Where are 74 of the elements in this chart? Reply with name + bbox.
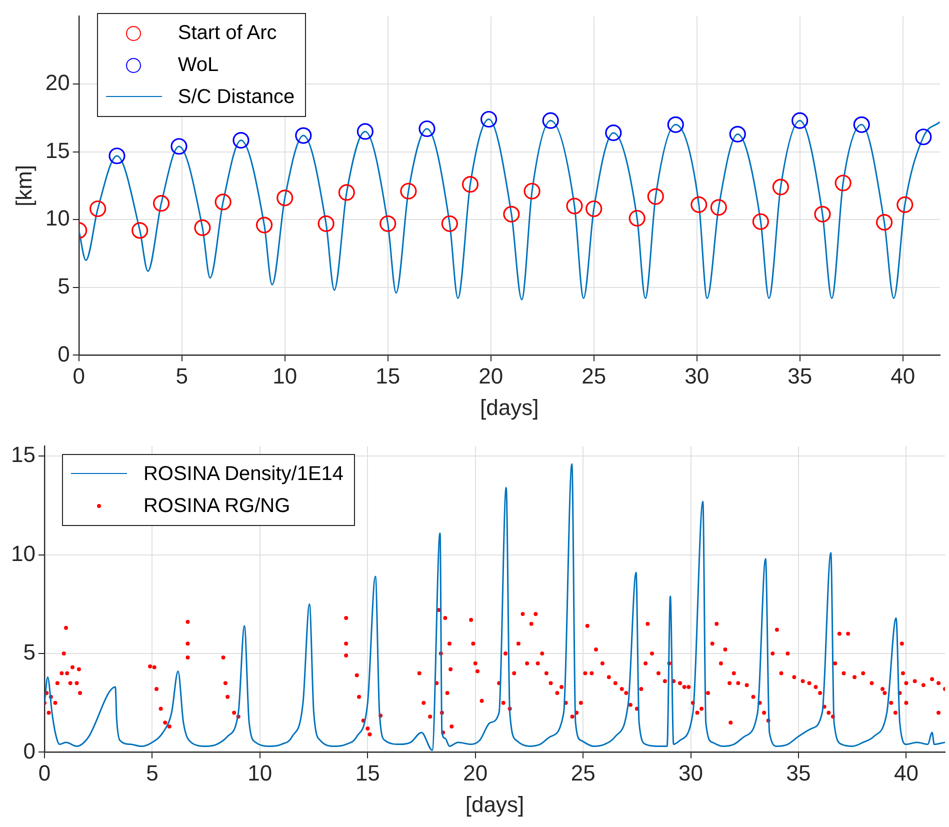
point [256, 216, 273, 234]
point [628, 210, 646, 227]
x-tick-label: 40 [890, 363, 916, 388]
x-tick-label: 15 [355, 760, 380, 786]
x-tick-label: 25 [570, 760, 596, 786]
point [480, 110, 498, 128]
x-tick-label: 20 [463, 760, 488, 786]
x-tick-label: 10 [272, 363, 298, 388]
point [542, 112, 559, 129]
point [524, 182, 540, 200]
y-tick-label: 5 [23, 640, 36, 665]
point [896, 196, 914, 213]
point [647, 188, 664, 205]
legend-label: Start of Arc [178, 22, 277, 45]
point [152, 195, 170, 212]
point [834, 174, 852, 192]
point [356, 123, 374, 140]
point [752, 213, 769, 230]
point [690, 196, 708, 213]
point [915, 128, 932, 146]
x-tick-label: 40 [894, 760, 918, 786]
x-tick-label: 30 [684, 363, 710, 388]
point [400, 182, 417, 200]
y-tick-label: 15 [45, 138, 70, 163]
point [338, 184, 355, 201]
legend-label: ROSINA RG/NG [143, 494, 290, 518]
point [380, 215, 396, 232]
legend-label: WoL [178, 54, 219, 77]
point [108, 148, 126, 164]
point [729, 126, 746, 142]
point [276, 190, 294, 206]
point [132, 222, 148, 239]
point [418, 120, 436, 138]
point [170, 138, 188, 155]
x-tick-label: 15 [376, 363, 400, 388]
point [462, 176, 479, 193]
x-tick-label: 5 [176, 363, 188, 388]
point [667, 116, 684, 133]
point [194, 219, 211, 236]
y-tick-label: 15 [10, 442, 36, 468]
y-tick-label: 20 [45, 70, 70, 96]
point [232, 132, 250, 149]
y-tick-label: 10 [10, 540, 36, 566]
point [792, 112, 808, 129]
x-axis-title: [days] [480, 394, 539, 420]
x-tick-label: 10 [248, 760, 272, 786]
point [605, 124, 622, 142]
point [772, 178, 789, 196]
point [90, 200, 106, 218]
point [441, 215, 458, 232]
point [710, 199, 727, 216]
point [814, 206, 831, 222]
point [295, 127, 312, 144]
x-tick-label: 25 [582, 363, 606, 388]
point [853, 116, 870, 133]
y-tick-label: 5 [58, 273, 70, 298]
y-tick-label: 10 [45, 206, 70, 231]
point [214, 194, 232, 210]
legend-label: S/C Distance [178, 86, 295, 109]
y-axis-title: [km] [11, 164, 36, 206]
x-tick-label: 20 [478, 363, 504, 388]
point [586, 200, 602, 218]
x-axis-title: [days] [465, 792, 524, 817]
point [566, 198, 583, 214]
y-tick-label: 0 [23, 738, 36, 764]
x-tick-label: 5 [146, 760, 158, 786]
point [503, 206, 520, 222]
point [876, 214, 893, 231]
point [318, 215, 334, 232]
x-tick-label: 35 [788, 363, 812, 388]
legend-label: ROSINA Density/1E14 [143, 462, 344, 486]
y-tick-label: 0 [58, 341, 70, 366]
x-tick-label: 30 [678, 760, 704, 786]
x-tick-label: 35 [786, 760, 811, 786]
